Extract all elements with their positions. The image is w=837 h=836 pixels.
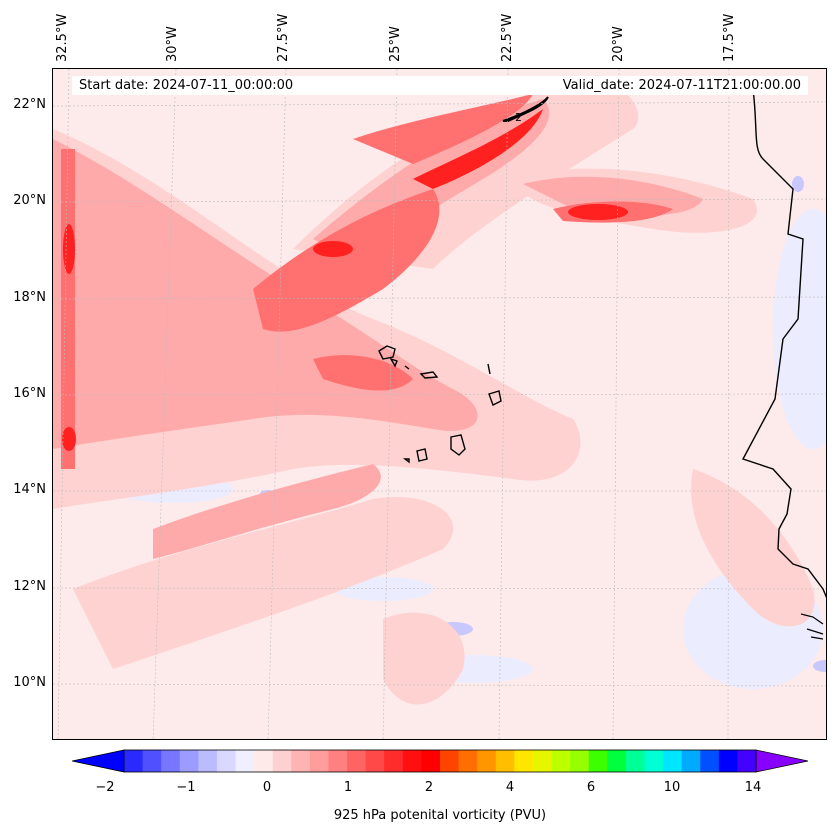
lat-label-18n: 18°N	[13, 290, 46, 305]
colorbar-tick-2: 2	[424, 780, 434, 795]
colorbar-cell	[142, 750, 162, 772]
colorbar-cell	[532, 750, 553, 772]
lat-label-10n: 10°N	[13, 675, 46, 690]
lon-label-30w: 30°W	[165, 26, 180, 62]
colorbar-tick-6: 6	[586, 780, 596, 795]
colorbar-cell	[421, 750, 441, 772]
lon-label-20w: 20°W	[611, 26, 626, 62]
colorbar-tick-4: 4	[505, 780, 515, 795]
colorbar-cell	[681, 750, 701, 772]
colorbar-cells	[72, 749, 809, 773]
colorbar-cell	[347, 750, 367, 772]
colorbar-cell	[272, 750, 292, 772]
colorbar-cell	[179, 750, 199, 772]
colorbar-border	[123, 749, 757, 773]
colorbar-cell	[161, 750, 181, 772]
colorbar-cell	[328, 750, 348, 772]
colorbar-cell	[309, 750, 329, 772]
colorbar-cell	[514, 750, 534, 772]
lon-label-25w: 25°W	[388, 26, 403, 62]
colorbar-cell	[625, 750, 645, 772]
colorbar-extend-max	[755, 749, 809, 773]
map-frame: 2	[52, 68, 827, 740]
colorbar-cell	[700, 750, 720, 772]
colorbar-cell	[458, 750, 478, 772]
colorbar-cell	[644, 750, 664, 772]
colorbar-cell	[718, 750, 738, 772]
african-coastline	[741, 88, 826, 599]
colorbar-tick-10: 10	[663, 780, 681, 795]
cape-verde-islands	[378, 345, 502, 464]
lat-label-14n: 14°N	[13, 482, 46, 497]
colorbar-cell	[124, 750, 144, 772]
lon-label-32-5w: 32.5°W	[55, 13, 70, 62]
colorbar-cell	[440, 750, 460, 772]
colorbar-cell	[291, 750, 311, 772]
colorbar-cell	[737, 750, 757, 772]
colorbar-cell	[477, 750, 497, 772]
colorbar-cell	[254, 750, 274, 772]
lat-label-20n: 20°N	[13, 193, 46, 208]
colorbar-cell	[235, 750, 255, 772]
colorbar-cell	[663, 750, 683, 772]
colorbar-tick-1: 1	[343, 780, 353, 795]
lat-label-16n: 16°N	[13, 386, 46, 401]
colorbar	[72, 749, 809, 773]
african-coastline-islands	[800, 613, 824, 640]
map-gridlines	[53, 69, 826, 739]
colorbar-cell	[570, 750, 590, 772]
colorbar-tick-minus1: −1	[176, 780, 196, 795]
colorbar-cell	[607, 750, 627, 772]
colorbar-cell	[198, 750, 218, 772]
lat-label-12n: 12°N	[13, 579, 46, 594]
colorbar-cell	[216, 750, 237, 772]
colorbar-cell	[551, 750, 571, 772]
colorbar-tick-0: 0	[262, 780, 272, 795]
lat-label-22n: 22°N	[13, 97, 46, 112]
colorbar-tick-minus2: −2	[95, 780, 115, 795]
colorbar-cell	[365, 750, 385, 772]
pv-contour-line	[502, 96, 549, 122]
map-canvas: 2	[53, 69, 826, 739]
colorbar-cell	[384, 750, 404, 772]
colorbar-extend-min	[72, 749, 125, 773]
lon-label-27-5w: 27.5°W	[276, 13, 291, 62]
colorbar-cell	[495, 750, 515, 772]
colorbar-tick-14: 14	[744, 780, 762, 795]
pv-contour-label: 2	[515, 111, 522, 124]
valid-date-text: Valid_date: 2024-07-11T21:00:00.00	[562, 78, 801, 93]
colorbar-title: 925 hPa potenital vorticity (PVU)	[333, 808, 547, 823]
colorbar-cell	[588, 750, 608, 772]
lon-label-22-5w: 22.5°W	[500, 13, 515, 62]
lon-label-17-5w: 17.5°W	[722, 13, 737, 62]
colorbar-cell	[402, 750, 422, 772]
info-box: Start date: 2024-07-11_00:00:00 Valid_da…	[72, 76, 808, 95]
start-date-text: Start date: 2024-07-11_00:00:00	[79, 78, 294, 93]
